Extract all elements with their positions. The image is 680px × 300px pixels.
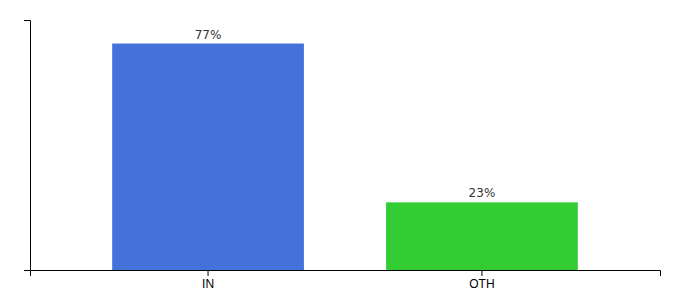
x-tick-mark bbox=[208, 270, 209, 276]
x-tick-mark bbox=[481, 270, 482, 276]
chart: IN OTH 77% 23% bbox=[0, 0, 680, 300]
x-tick: IN bbox=[202, 270, 214, 291]
x-tick: OTH bbox=[469, 270, 494, 291]
bars bbox=[112, 44, 578, 270]
data-labels: 77% 23% bbox=[195, 28, 496, 201]
bar bbox=[112, 44, 304, 270]
plot: IN OTH 77% 23% bbox=[24, 21, 661, 291]
x-axis-line bbox=[31, 271, 661, 277]
x-axis: IN OTH bbox=[31, 270, 661, 291]
data-label: 77% bbox=[195, 28, 222, 42]
data-label: 23% bbox=[469, 186, 496, 200]
x-tick-label: OTH bbox=[469, 277, 494, 291]
bar bbox=[386, 202, 578, 270]
y-axis-line bbox=[24, 21, 31, 271]
x-tick-label: IN bbox=[202, 277, 214, 291]
y-axis bbox=[24, 21, 31, 271]
